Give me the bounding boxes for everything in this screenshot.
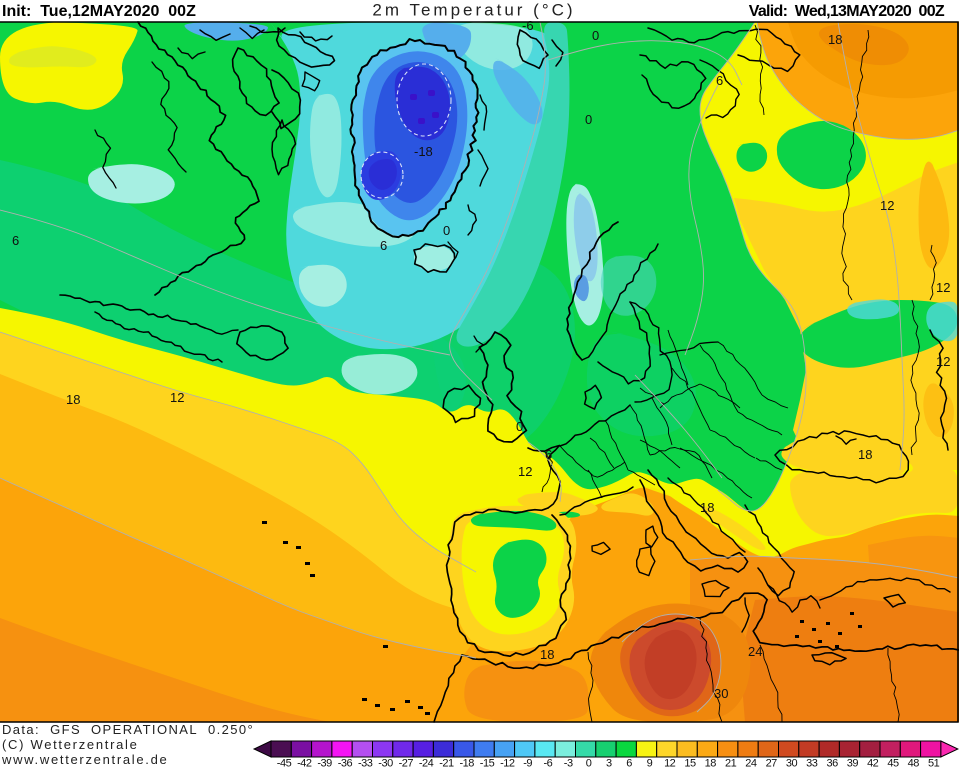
svg-text:-18: -18 <box>414 144 433 159</box>
svg-text:12: 12 <box>936 354 950 369</box>
svg-text:33: 33 <box>806 758 818 770</box>
svg-text:18: 18 <box>828 32 842 47</box>
svg-text:18: 18 <box>540 647 554 662</box>
svg-text:21: 21 <box>725 758 737 770</box>
svg-text:3: 3 <box>606 758 612 770</box>
svg-text:2m Temperatur (°C): 2m Temperatur (°C) <box>372 1 575 20</box>
svg-text:-42: -42 <box>297 758 312 770</box>
svg-text:Valid: Wed,13MAY2020 00Z: Valid: Wed,13MAY2020 00Z <box>749 3 945 20</box>
svg-text:15: 15 <box>684 758 696 770</box>
svg-text:(C) Wetterzentrale: (C) Wetterzentrale <box>2 737 139 752</box>
svg-text:-15: -15 <box>480 758 495 770</box>
svg-text:-24: -24 <box>419 758 434 770</box>
svg-text:-3: -3 <box>564 758 573 770</box>
svg-text:-33: -33 <box>358 758 373 770</box>
svg-text:Init: Tue,12MAY2020 00Z: Init: Tue,12MAY2020 00Z <box>2 3 196 20</box>
svg-text:-27: -27 <box>399 758 414 770</box>
svg-text:45: 45 <box>887 758 899 770</box>
svg-text:-6: -6 <box>544 758 553 770</box>
svg-text:0: 0 <box>443 223 450 238</box>
svg-text:-12: -12 <box>500 758 515 770</box>
svg-text:-18: -18 <box>459 758 474 770</box>
svg-text:www.wetterzentrale.de: www.wetterzentrale.de <box>1 752 168 767</box>
svg-text:18: 18 <box>858 447 872 462</box>
svg-text:-6: -6 <box>522 18 534 33</box>
svg-text:12: 12 <box>170 390 184 405</box>
svg-text:51: 51 <box>928 758 940 770</box>
svg-text:6: 6 <box>545 447 552 462</box>
svg-text:6: 6 <box>716 73 723 88</box>
svg-text:18: 18 <box>66 392 80 407</box>
svg-text:27: 27 <box>766 758 778 770</box>
svg-text:0: 0 <box>516 419 523 434</box>
svg-text:0: 0 <box>585 112 592 127</box>
svg-text:-45: -45 <box>277 758 292 770</box>
svg-text:24: 24 <box>748 644 762 659</box>
svg-text:6: 6 <box>12 233 19 248</box>
svg-text:6: 6 <box>380 238 387 253</box>
svg-text:12: 12 <box>880 198 894 213</box>
svg-text:9: 9 <box>647 758 653 770</box>
svg-text:-36: -36 <box>338 758 353 770</box>
svg-text:12: 12 <box>518 464 532 479</box>
svg-text:24: 24 <box>745 758 757 770</box>
svg-text:Data: GFS OPERATIONAL 0.250: Data: GFS OPERATIONAL 0.250° <box>2 722 254 737</box>
svg-text:42: 42 <box>867 758 879 770</box>
svg-text:-21: -21 <box>439 758 454 770</box>
svg-text:6: 6 <box>626 758 632 770</box>
svg-text:0: 0 <box>592 28 599 43</box>
svg-text:39: 39 <box>847 758 859 770</box>
svg-text:36: 36 <box>826 758 838 770</box>
svg-text:0: 0 <box>586 758 592 770</box>
svg-text:12: 12 <box>664 758 676 770</box>
svg-text:30: 30 <box>786 758 798 770</box>
svg-text:30: 30 <box>714 686 728 701</box>
svg-text:12: 12 <box>936 280 950 295</box>
svg-text:-9: -9 <box>523 758 532 770</box>
svg-text:18: 18 <box>705 758 717 770</box>
svg-text:18: 18 <box>700 500 714 515</box>
svg-text:-39: -39 <box>317 758 332 770</box>
svg-text:48: 48 <box>908 758 920 770</box>
svg-text:-30: -30 <box>378 758 393 770</box>
